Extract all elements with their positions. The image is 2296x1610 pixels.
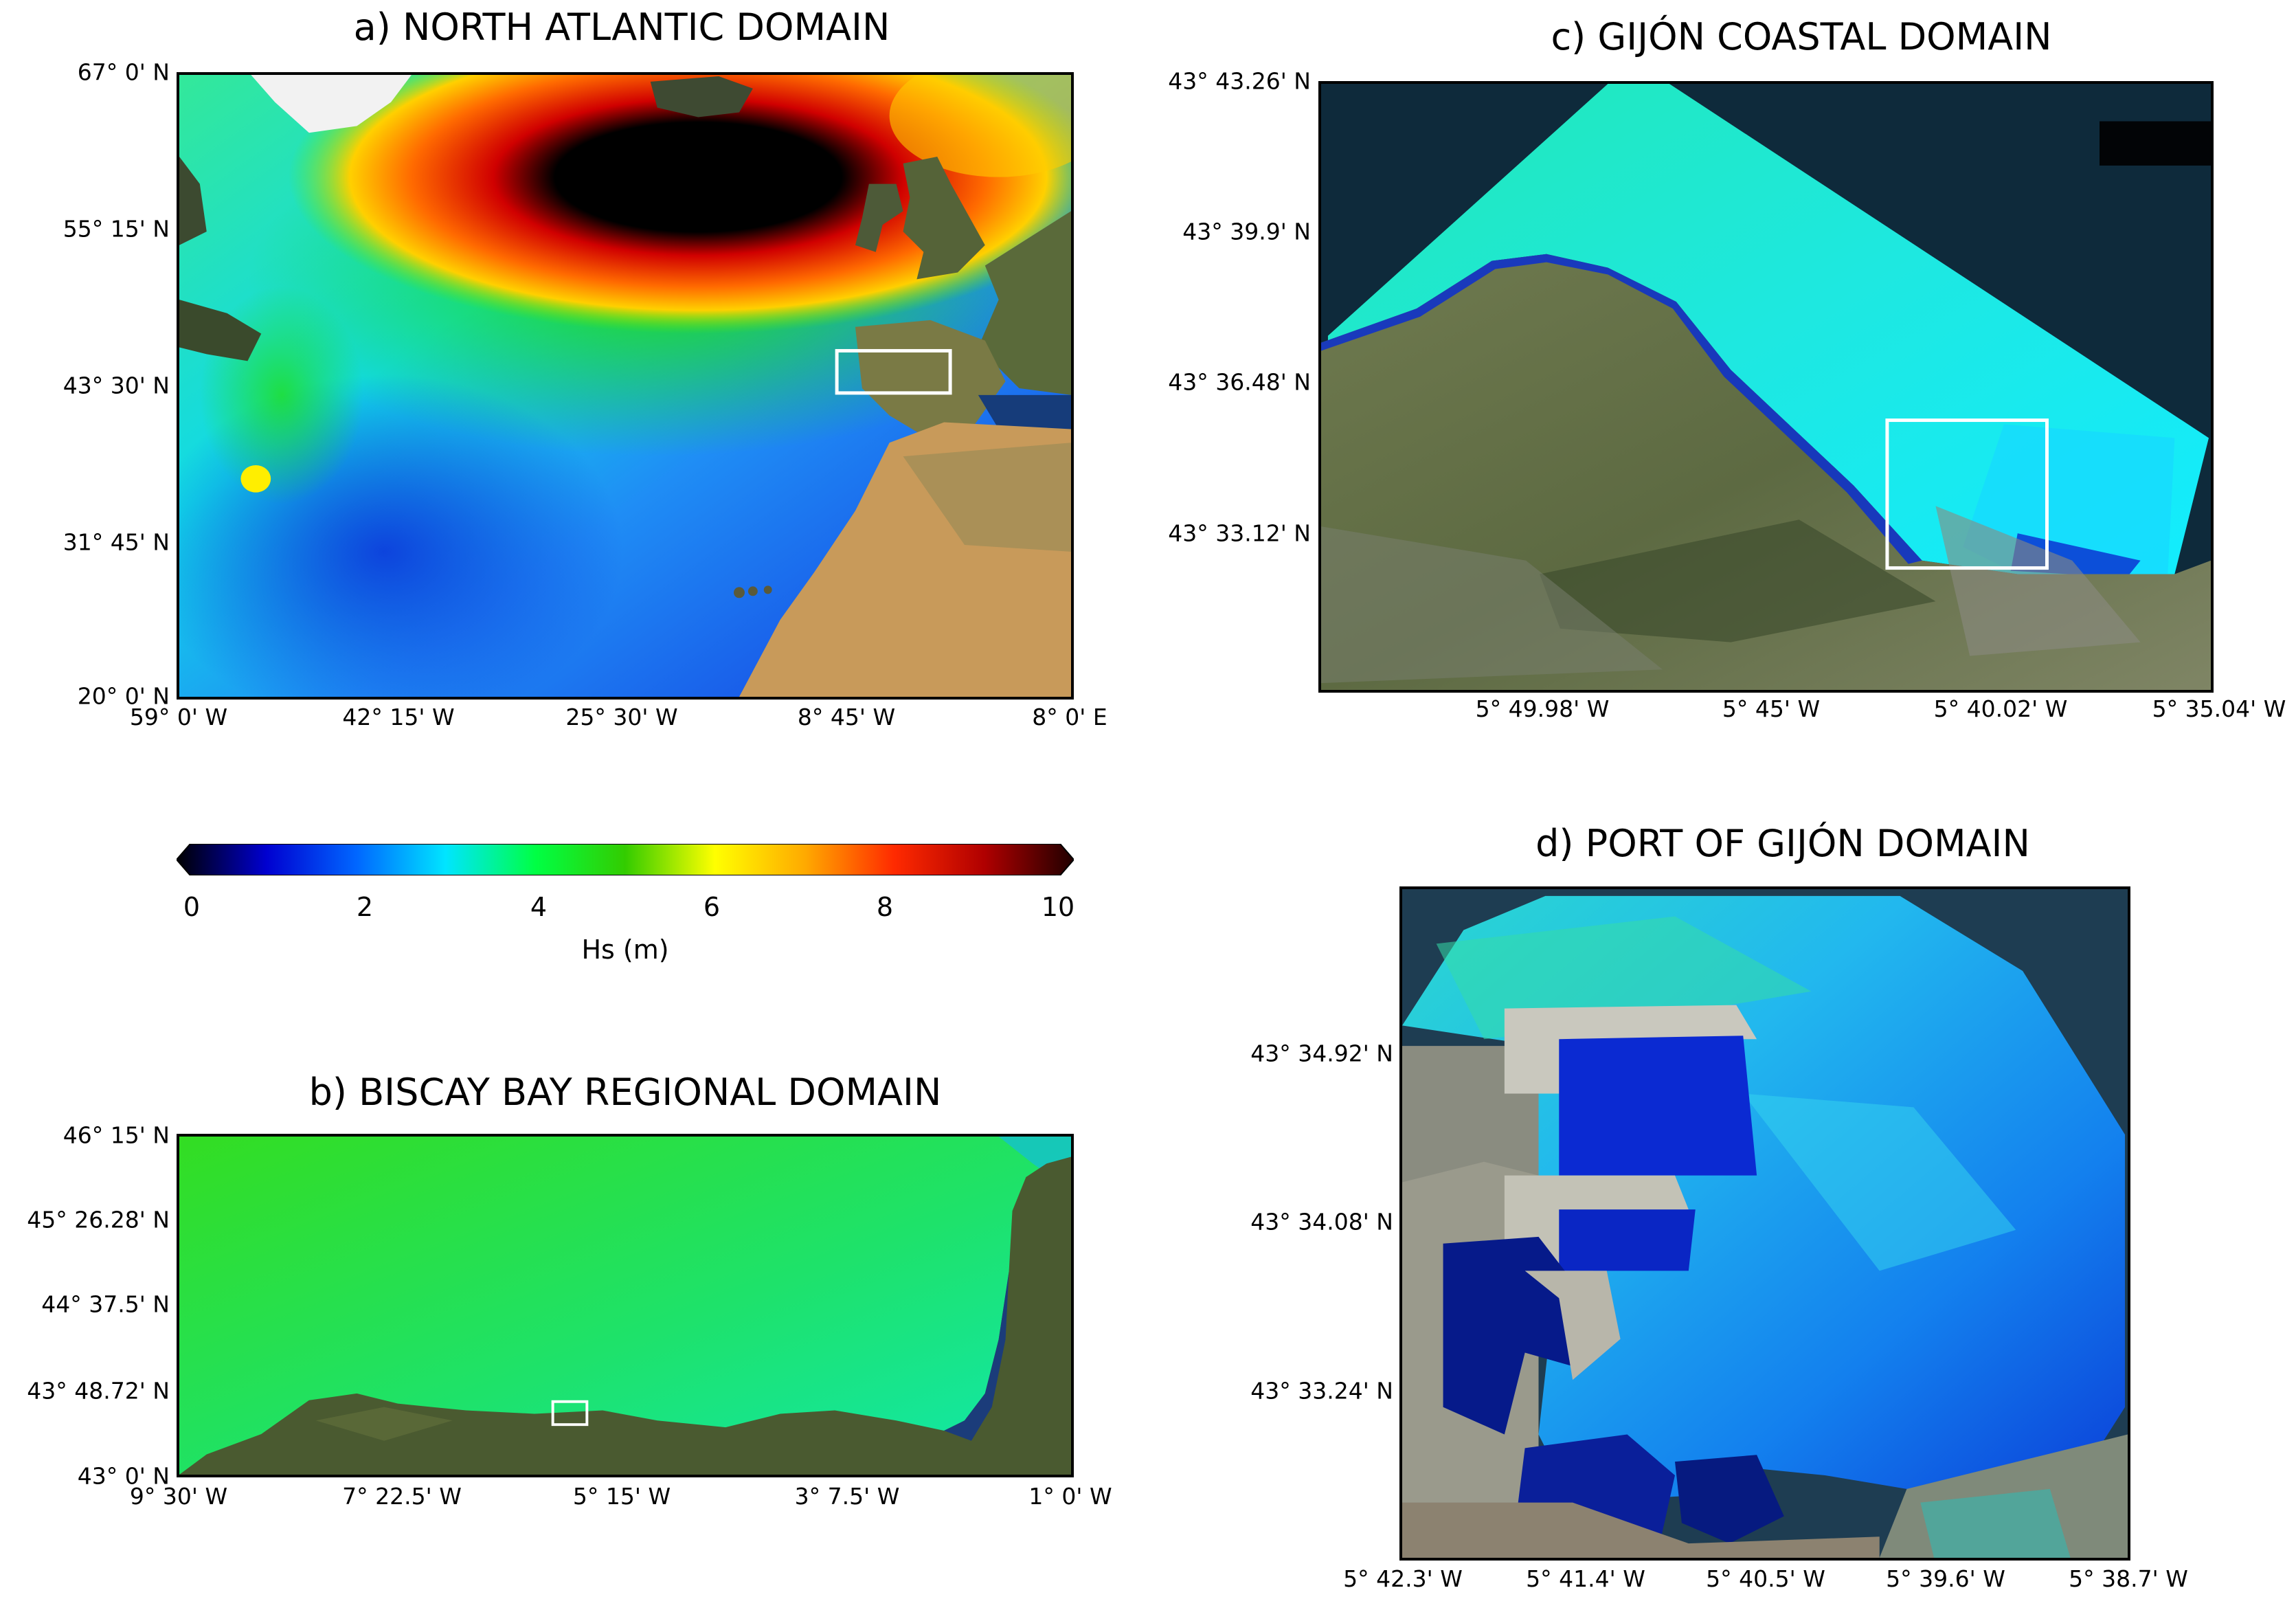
colorbar-tick: 4 — [530, 892, 548, 922]
panel-a-ytick: 55° 15' N — [63, 215, 170, 243]
panel-c-ytick: 43° 36.48' N — [1168, 368, 1311, 396]
panel-b-ytick: 43° 0' N — [77, 1462, 170, 1490]
panel-c-xtick: 5° 49.98' W — [1475, 695, 1610, 722]
colorbar-label: Hs (m) — [581, 935, 669, 965]
panel-b-ytick: 43° 48.72' N — [27, 1377, 170, 1405]
panel-b-ytick: 45° 26.28' N — [27, 1206, 170, 1233]
panel-a-xtick: 8° 45' W — [797, 704, 896, 730]
panel-a-title: a) NORTH ATLANTIC DOMAIN — [353, 5, 890, 49]
panel-b-map — [177, 1134, 1074, 1477]
panel-c-ytick: 43° 43.26' N — [1168, 67, 1311, 95]
panel-b-title: b) BISCAY BAY REGIONAL DOMAIN — [308, 1071, 942, 1114]
panel-d-xtick: 5° 41.4' W — [1526, 1565, 1645, 1592]
panel-d-xtick: 5° 39.6' W — [1886, 1565, 2005, 1592]
panel-d-ytick: 43° 33.24' N — [1250, 1377, 1393, 1405]
panel-c-xtick: 5° 40.02' W — [1933, 695, 2068, 722]
colorbar-tick: 10 — [1041, 892, 1075, 922]
panel-b-xtick: 1° 0' W — [1028, 1483, 1112, 1510]
panel-c-ytick: 43° 39.9' N — [1182, 218, 1311, 245]
panel-c-ytick: 43° 33.12' N — [1168, 519, 1311, 547]
panel-a-xtick: 25° 30' W — [565, 704, 678, 730]
panel-d-xtick: 5° 40.5' W — [1706, 1565, 1825, 1592]
panel-d-ytick: 43° 34.08' N — [1250, 1208, 1393, 1236]
panel-a-ytick: 67° 0' N — [77, 58, 170, 86]
panel-b-ytick: 44° 37.5' N — [41, 1290, 170, 1318]
panel-b-xtick: 9° 30' W — [129, 1483, 228, 1510]
colorbar-tick: 2 — [356, 892, 374, 922]
panel-a-ytick: 20° 0' N — [77, 682, 170, 710]
panel-c-xtick: 5° 45' W — [1722, 695, 1821, 722]
panel-b-xtick: 3° 7.5' W — [794, 1483, 900, 1510]
panel-c-xtick: 5° 35.04' W — [2152, 695, 2286, 722]
panel-a-ytick: 31° 45' N — [63, 528, 170, 556]
panel-a-xtick: 42° 15' W — [342, 704, 455, 730]
panel-a-xtick: 59° 0' W — [129, 704, 228, 730]
panel-a-ytick: 43° 30' N — [63, 372, 170, 399]
panel-a-map — [177, 72, 1074, 700]
colorbar-tick: 8 — [876, 892, 894, 922]
panel-a-xtick: 8° 0' E — [1032, 704, 1107, 730]
panel-b-xtick: 7° 22.5' W — [342, 1483, 462, 1510]
panel-d-ytick: 43° 34.92' N — [1250, 1040, 1393, 1067]
panel-d-xtick: 5° 42.3' W — [1343, 1565, 1463, 1592]
colorbar-tick: 0 — [183, 892, 201, 922]
panel-c-title: c) GIJÓN COASTAL DOMAIN — [1551, 15, 2052, 58]
panel-d-xtick: 5° 38.7' W — [2069, 1565, 2188, 1592]
panel-b-xtick: 5° 15' W — [572, 1483, 671, 1510]
panel-b-ytick: 46° 15' N — [63, 1121, 170, 1149]
panel-d-title: d) PORT OF GIJÓN DOMAIN — [1535, 822, 2030, 865]
colorbar — [177, 844, 1074, 875]
panel-d-map — [1399, 886, 2130, 1561]
colorbar-tick: 6 — [703, 892, 721, 922]
panel-c-map — [1318, 81, 2214, 693]
